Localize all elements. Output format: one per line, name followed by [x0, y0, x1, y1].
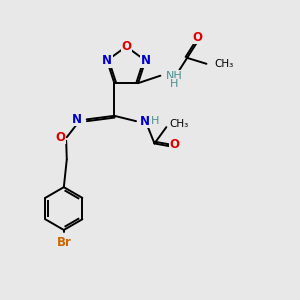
Text: CH₃: CH₃: [169, 118, 189, 129]
Text: H: H: [169, 79, 178, 89]
Text: O: O: [55, 131, 65, 144]
Text: H: H: [151, 116, 159, 126]
Text: CH₃: CH₃: [214, 59, 233, 69]
Text: N: N: [102, 54, 112, 67]
Text: N: N: [72, 113, 82, 126]
Text: Br: Br: [56, 236, 71, 250]
Text: O: O: [193, 31, 202, 44]
Text: NH: NH: [166, 71, 183, 81]
Text: O: O: [121, 40, 131, 53]
Text: O: O: [169, 139, 179, 152]
Text: N: N: [140, 54, 150, 67]
Text: N: N: [140, 115, 150, 128]
